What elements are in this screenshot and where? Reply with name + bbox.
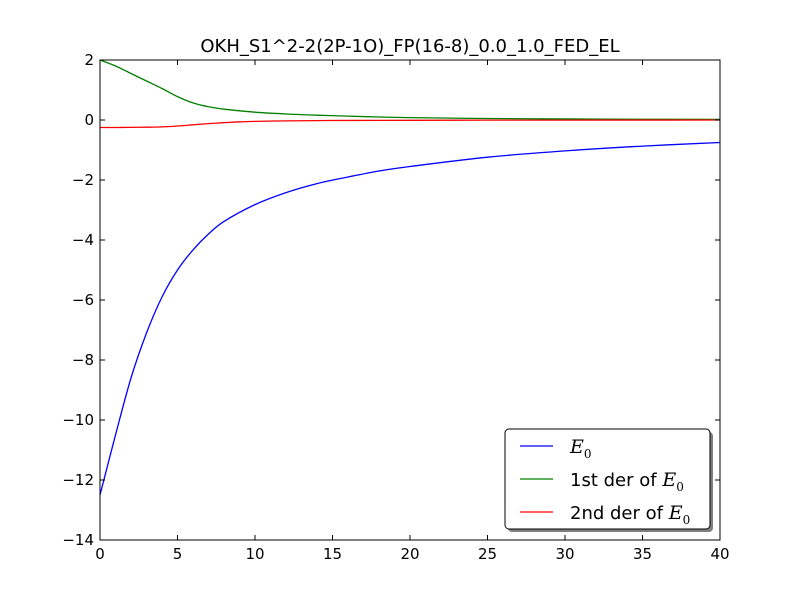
y-tick-label: −10: [62, 411, 94, 429]
series-line-2: [99, 119, 721, 129]
x-tick-label: 25: [478, 545, 497, 563]
y-tick-label: 2: [84, 51, 94, 69]
series-layer: [99, 59, 721, 496]
y-tick-label: −8: [72, 351, 94, 369]
x-tick-label: 5: [173, 545, 183, 563]
series-line-1: [99, 59, 721, 121]
legend-label-0: E0: [569, 436, 592, 461]
x-tick-label: 40: [710, 545, 729, 563]
legend: E0 1st der of E0 2nd der of E0: [504, 428, 713, 532]
legend-label-2: 2nd der of E0: [570, 502, 690, 527]
y-tick-label: −4: [72, 231, 94, 249]
x-tick-label: 30: [555, 545, 574, 563]
y-tick-label: −6: [72, 291, 94, 309]
x-tick-label: 20: [400, 545, 419, 563]
legend-box: [504, 428, 711, 530]
x-tick-label: 10: [245, 545, 264, 563]
series-line-0: [99, 141, 721, 496]
x-tick-label: 0: [95, 545, 105, 563]
x-tick-label: 35: [633, 545, 652, 563]
y-tick-label: −2: [72, 171, 94, 189]
legend-label-1: 1st der of E0: [570, 469, 684, 494]
y-tick-label: 0: [84, 111, 94, 129]
y-tick-label: −14: [62, 531, 94, 549]
x-tick-label: 15: [323, 545, 342, 563]
chart-title: OKH_S1^2-2(2P-1O)_FP(16-8)_0.0_1.0_FED_E…: [200, 36, 619, 57]
y-tick-label: −12: [62, 471, 94, 489]
